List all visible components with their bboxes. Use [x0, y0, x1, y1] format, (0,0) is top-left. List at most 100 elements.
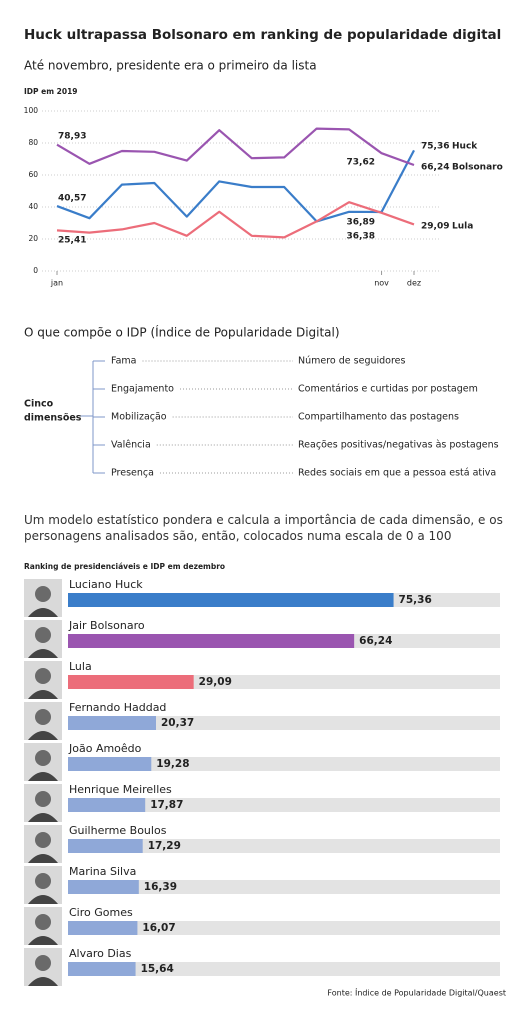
photo-body — [28, 690, 58, 699]
bar-value-label: 75,36 — [399, 594, 432, 606]
y-tick-label: 80 — [28, 138, 38, 147]
bar-name: Marina Silva — [69, 865, 136, 878]
root-label: dimensões — [24, 413, 82, 424]
bar-name: Luciano Huck — [69, 578, 143, 591]
title: Huck ultrapassa Bolsonaro em ranking de … — [24, 27, 501, 43]
value-label: 75,36 — [421, 142, 449, 152]
bar-track — [68, 798, 500, 812]
photo-head — [35, 627, 51, 643]
photo-head — [35, 709, 51, 725]
y-tick-label: 20 — [28, 234, 38, 243]
bar-name: Fernando Haddad — [69, 701, 166, 714]
dimension-description: Compartilhamento das postagens — [298, 412, 459, 423]
bar-value-label: 29,09 — [199, 676, 232, 688]
x-tick-label: dez — [407, 279, 421, 288]
photo — [24, 907, 62, 945]
value-label: 25,41 — [58, 236, 86, 246]
bar-track — [68, 757, 500, 771]
series-label: Lula — [452, 222, 473, 232]
value-label: 40,57 — [58, 194, 86, 204]
bar — [68, 921, 138, 935]
bar — [68, 593, 394, 607]
dimension-description: Reações positivas/negativas às postagens — [298, 440, 499, 451]
diagram-title: O que compõe o IDP (Índice de Popularida… — [24, 325, 340, 340]
dimension-name: Engajamento — [111, 384, 174, 395]
bar-name: Ciro Gomes — [69, 906, 133, 919]
bar — [68, 675, 194, 689]
bar — [68, 634, 355, 648]
bar-name: Henrique Meirelles — [69, 783, 172, 796]
bar — [68, 798, 146, 812]
value-label: 36,38 — [347, 232, 375, 242]
dimension-name: Valência — [111, 440, 151, 451]
root-label: Cinco — [24, 399, 54, 410]
y-tick-label: 100 — [24, 106, 39, 115]
bar-value-label: 66,24 — [359, 635, 392, 647]
photo — [24, 784, 62, 822]
bar-name: Lula — [69, 660, 92, 673]
subtitle: Até novembro, presidente era o primeiro … — [24, 59, 317, 73]
photo — [24, 866, 62, 904]
bar-track — [68, 880, 500, 894]
bar-name: Alvaro Dias — [69, 947, 132, 960]
bar — [68, 757, 152, 771]
note: Um modelo estatístico pondera e calcula … — [24, 513, 503, 543]
photo-head — [35, 750, 51, 766]
bar-value-label: 16,39 — [144, 881, 177, 893]
photo-head — [35, 791, 51, 807]
dimension-description: Comentários e curtidas por postagem — [298, 384, 478, 395]
x-tick-label: nov — [374, 279, 389, 288]
photo-body — [28, 813, 58, 822]
bar-track — [68, 962, 500, 976]
photo-head — [35, 668, 51, 684]
bar-name: João Amoêdo — [68, 742, 142, 755]
bar-value-label: 15,64 — [141, 963, 174, 975]
photo-body — [28, 608, 58, 617]
photo — [24, 620, 62, 658]
dimension-name: Presença — [111, 468, 154, 479]
value-label: 73,62 — [347, 158, 375, 168]
value-label: 29,09 — [421, 222, 449, 232]
photo-body — [28, 977, 58, 986]
value-label: 78,93 — [58, 132, 86, 142]
value-label: 66,24 — [421, 163, 449, 173]
photo — [24, 661, 62, 699]
photo-body — [28, 895, 58, 904]
y-tick-label: 40 — [28, 202, 38, 211]
line — [56, 127, 415, 167]
bar-chart-title: Ranking de presidenciáveis e IDP em deze… — [24, 562, 225, 571]
bar-value-label: 16,07 — [142, 922, 175, 934]
line — [56, 201, 415, 239]
bar-track — [68, 921, 500, 935]
dimension-name: Mobilização — [111, 412, 167, 423]
photo-body — [28, 731, 58, 740]
photo-body — [28, 936, 58, 945]
photo-body — [28, 772, 58, 781]
x-tick-label: jan — [50, 279, 63, 288]
y-tick-label: 0 — [33, 266, 38, 275]
photo-head — [35, 873, 51, 889]
photo — [24, 702, 62, 740]
photo — [24, 825, 62, 863]
photo-head — [35, 955, 51, 971]
bar-name: Jair Bolsonaro — [68, 619, 145, 632]
bar-name: Guilherme Boulos — [69, 824, 167, 837]
photo-head — [35, 914, 51, 930]
photo-head — [35, 586, 51, 602]
bar — [68, 716, 156, 730]
photo — [24, 743, 62, 781]
dimension-description: Redes sociais em que a pessoa está ativa — [298, 468, 496, 479]
dimension-name: Fama — [111, 356, 137, 367]
bar — [68, 880, 139, 894]
bar-value-label: 19,28 — [156, 758, 189, 770]
y-axis-title: IDP em 2019 — [24, 87, 78, 96]
dimension-description: Número de seguidores — [298, 356, 406, 367]
photo-body — [28, 854, 58, 863]
photo — [24, 579, 62, 617]
bar-track — [68, 716, 500, 730]
line — [56, 149, 415, 223]
photo — [24, 948, 62, 986]
bar-value-label: 20,37 — [161, 717, 194, 729]
series-label: Bolsonaro — [452, 163, 503, 173]
